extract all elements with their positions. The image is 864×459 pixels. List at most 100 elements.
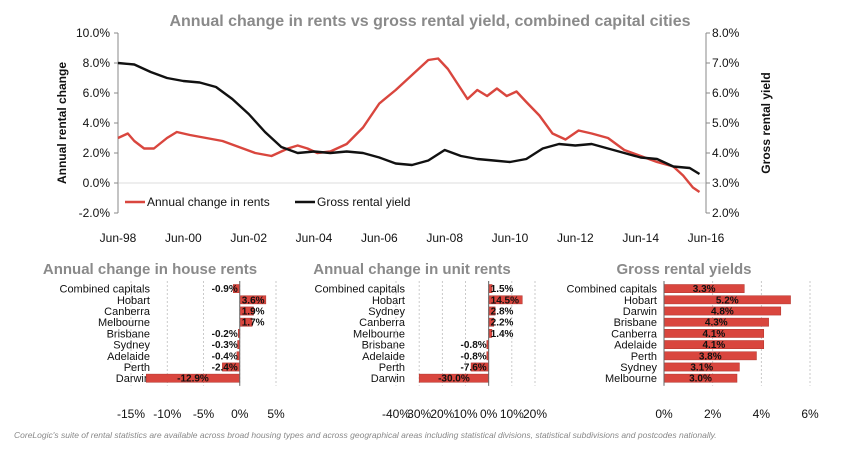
house-rents-category-label: Sydney <box>113 340 150 352</box>
house-rents-category-label: Canberra <box>104 306 151 318</box>
rental-yields-category-label: Combined capitals <box>567 284 658 296</box>
line-chart-title: Annual change in rents vs gross rental y… <box>169 13 690 30</box>
unit-rents-data-label: 2.2% <box>491 318 514 329</box>
rental-yields-category-label: Sydney <box>620 362 657 374</box>
y-axis-label-right: Gross rental yield <box>759 72 773 173</box>
house-rents-x-tick-label: 5% <box>267 407 285 421</box>
unit-rents-category-label: Adelaide <box>362 351 405 363</box>
rental-yields-category-label: Darwin <box>623 306 657 318</box>
y-tick-label-left: 6.0% <box>83 86 111 100</box>
unit-rents-data-label: -0.8% <box>461 340 487 351</box>
unit-rents-bar-chart: -40%30% 20% 10% 0% 10% 20%Combined capitals 1.… <box>315 281 547 421</box>
house-rents-data-label: -0.9% <box>212 284 238 295</box>
house-rents-data-label: -2.4% <box>212 363 238 374</box>
line-chart-series <box>117 57 701 193</box>
house-rents-data-label: -12.9% <box>177 374 209 385</box>
y-tick-label-left: 8.0% <box>83 56 111 70</box>
rental-yields-data-label: 3.0% <box>689 374 712 385</box>
x-tick-label: Jun-98 <box>100 231 137 245</box>
house-rents-x-tick-label: -15% <box>117 407 145 421</box>
y-tick-label-right: 3.0% <box>712 176 740 190</box>
rental-yields-x-tick-label: 2% <box>704 407 722 421</box>
rental-yields-category-label: Hobart <box>624 295 657 307</box>
rental-yields-x-tick-label: 6% <box>801 407 819 421</box>
series-line-annual-change-in-rents <box>117 57 701 193</box>
unit-rents-x-tick-label: -40% <box>382 407 410 421</box>
house-rents-data-label: -0.2% <box>212 329 238 340</box>
house-rents-category-label: Melbourne <box>98 317 150 329</box>
x-tick-label: Jun-10 <box>492 231 529 245</box>
unit-rents-x-tick-label: 20% <box>523 407 547 421</box>
rental-yields-data-label: 4.1% <box>702 329 725 340</box>
house-rents-x-tick-label: -10% <box>153 407 181 421</box>
rental-yields-data-label: 4.8% <box>711 307 734 318</box>
house-rents-category-label: Brisbane <box>107 328 150 340</box>
unit-rents-category-label: Hobart <box>372 295 405 307</box>
rental-yields-category-label: Brisbane <box>614 317 657 329</box>
y-tick-label-left: 2.0% <box>83 146 111 160</box>
house-rents-data-label: -0.3% <box>212 340 238 351</box>
house-rents-data-label: 1.9% <box>242 307 265 318</box>
y-tick-label-left: 4.0% <box>83 116 111 130</box>
unit-rents-x-tick-label: 10% <box>500 407 524 421</box>
house-rents-title: Annual change in house rents <box>43 261 257 278</box>
house-rents-bar-chart: -15% -10% -5% 0% 5% Combined capitals -0.9% Hob… <box>60 281 285 421</box>
house-rents-category-label: Darwin <box>116 373 150 385</box>
unit-rents-category-label: Perth <box>379 362 405 374</box>
unit-rents-data-label: -0.8% <box>461 351 487 362</box>
house-rents-category-label: Adelaide <box>107 351 150 363</box>
y-tick-label-left: 0.0% <box>83 176 111 190</box>
series-line-gross-rental-yield <box>117 61 701 176</box>
y-tick-label-left: -2.0% <box>79 206 111 220</box>
unit-rents-category-label: Brisbane <box>362 340 405 352</box>
unit-rents-category-label: Melbourne <box>353 328 405 340</box>
rental-yields-data-label: 4.3% <box>705 318 728 329</box>
rental-yields-data-label: 3.1% <box>690 363 713 374</box>
y-tick-label-left: 10.0% <box>76 26 110 40</box>
house-rents-category-label: Perth <box>124 362 150 374</box>
x-tick-label: Jun-08 <box>426 231 463 245</box>
x-tick-label: Jun-14 <box>622 231 659 245</box>
x-tick-label: Jun-02 <box>230 231 267 245</box>
rental-yields-x-tick-label: 0% <box>655 407 673 421</box>
x-tick-label: Jun-06 <box>361 231 398 245</box>
footnote: CoreLogic's suite of rental statistics a… <box>14 430 717 440</box>
rental-yields-data-label: 4.1% <box>702 340 725 351</box>
rental-yields-data-label: 3.8% <box>699 351 722 362</box>
unit-rents-data-label: -7.6% <box>461 363 487 374</box>
unit-rents-data-label: 2.8% <box>491 307 514 318</box>
line-chart-rents-vs-yield: Annual change in rents vs gross rental y… <box>55 13 773 245</box>
rental-yields-data-label: 3.3% <box>693 284 716 295</box>
y-tick-label-right: 7.0% <box>712 56 740 70</box>
x-tick-label: Jun-04 <box>296 231 333 245</box>
unit-rents-category-label: Darwin <box>371 373 405 385</box>
unit-rents-x-tick-label: 20% <box>430 407 454 421</box>
y-tick-label-right: 8.0% <box>712 26 740 40</box>
rental-yields-data-label: 5.2% <box>716 295 739 306</box>
x-tick-label: Jun-16 <box>688 231 725 245</box>
rental-yields-x-tick-label: 4% <box>753 407 771 421</box>
house-rents-x-tick-label: -5% <box>193 407 215 421</box>
house-rents-data-label: 1.7% <box>242 318 265 329</box>
y-tick-label-right: 2.0% <box>712 206 740 220</box>
rental-yields-title: Gross rental yields <box>616 261 751 278</box>
unit-rents-data-label: -30.0% <box>438 374 470 385</box>
rental-yields-category-label: Canberra <box>611 328 658 340</box>
y-axis-label-left: Annual rental change <box>55 62 69 184</box>
y-tick-label-right: 4.0% <box>712 146 740 160</box>
unit-rents-x-tick-label: 10% <box>453 407 477 421</box>
legend-label-yield: Gross rental yield <box>317 195 410 209</box>
rental-yields-category-label: Perth <box>631 351 657 363</box>
unit-rents-data-label: 1.4% <box>491 329 514 340</box>
unit-rents-category-label: Canberra <box>359 317 406 329</box>
unit-rents-data-label: 1.5% <box>491 284 514 295</box>
unit-rents-x-tick-label: 30% <box>407 407 431 421</box>
legend-label-rents: Annual change in rents <box>147 195 270 209</box>
y-tick-label-right: 5.0% <box>712 116 740 130</box>
house-rents-x-tick-label: 0% <box>231 407 249 421</box>
y-tick-label-right: 6.0% <box>712 86 740 100</box>
x-tick-label: Jun-12 <box>557 231 594 245</box>
unit-rents-title: Annual change in unit rents <box>313 261 511 278</box>
unit-rents-x-tick-label: 0% <box>480 407 498 421</box>
